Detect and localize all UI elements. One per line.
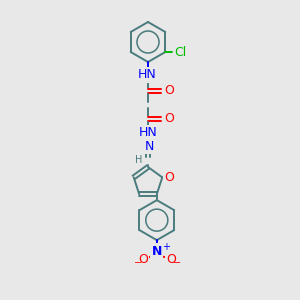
Text: O: O — [164, 85, 174, 98]
Text: HN: HN — [138, 68, 156, 82]
Text: +: + — [162, 242, 170, 252]
Text: H: H — [135, 155, 143, 165]
Text: −: − — [134, 258, 142, 268]
Text: O: O — [164, 171, 174, 184]
Text: O: O — [164, 112, 174, 125]
Text: O: O — [166, 253, 176, 266]
Text: −: − — [173, 258, 181, 268]
Text: N: N — [152, 244, 162, 258]
Text: Cl: Cl — [174, 46, 186, 59]
Text: HN: HN — [139, 127, 158, 140]
Text: N: N — [144, 140, 154, 152]
Text: O: O — [138, 253, 148, 266]
